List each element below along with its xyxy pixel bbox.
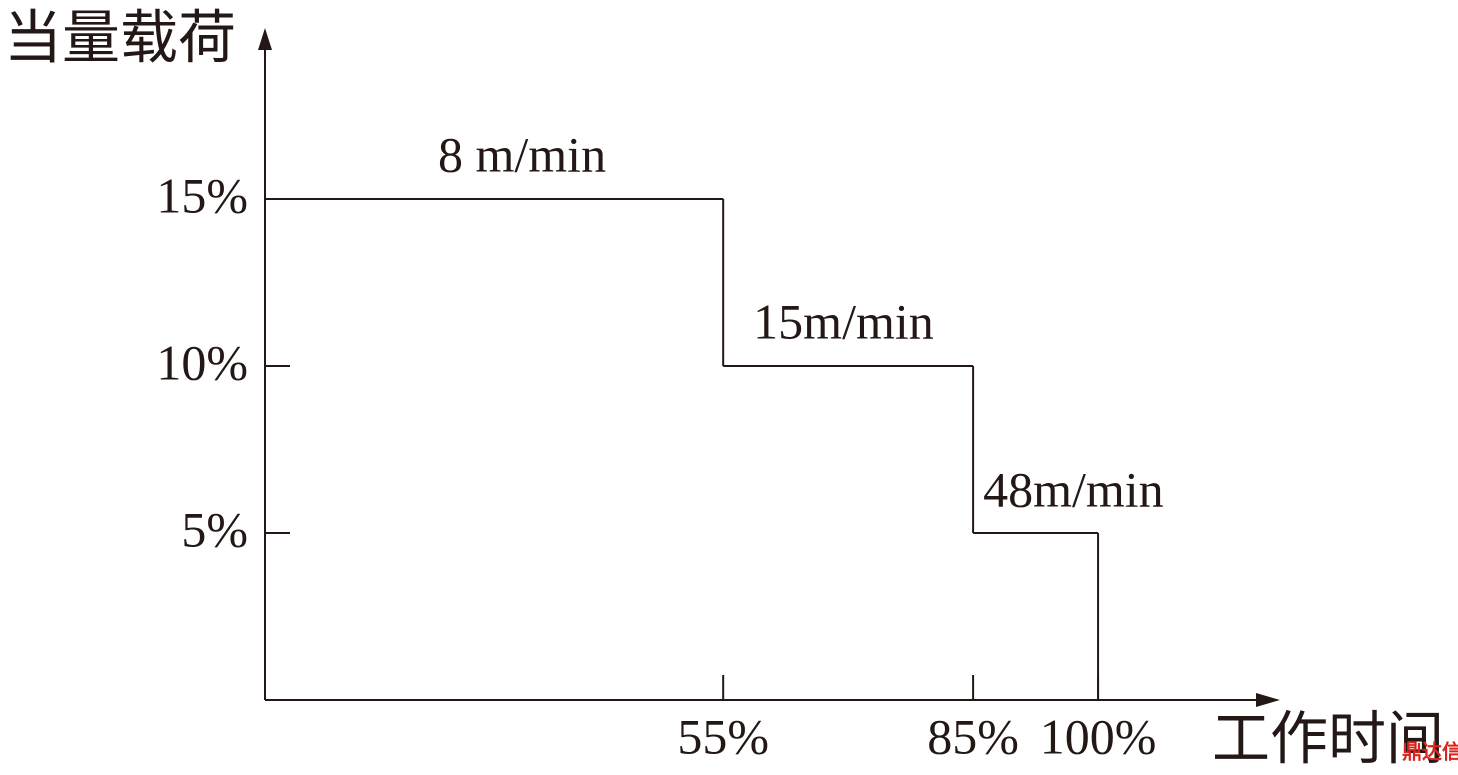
segment-label: 8 m/min xyxy=(438,126,606,182)
y-tick-label: 15% xyxy=(156,167,248,223)
y-axis-arrow xyxy=(258,28,272,50)
x-tick-label: 55% xyxy=(677,708,769,764)
y-axis-title: 当量载荷 xyxy=(4,5,236,70)
segment-label: 15m/min xyxy=(753,293,934,349)
y-tick-label: 10% xyxy=(156,334,248,390)
x-tick-label: 100% xyxy=(1040,708,1157,764)
x-axis-arrow xyxy=(1256,693,1280,707)
x-tick-label: 85% xyxy=(927,708,1019,764)
segment-label: 48m/min xyxy=(983,461,1164,517)
watermark: 鼎达信 xyxy=(1402,740,1458,764)
x-axis-title: 工作时间 xyxy=(1212,706,1444,771)
y-tick-label: 5% xyxy=(181,501,248,557)
